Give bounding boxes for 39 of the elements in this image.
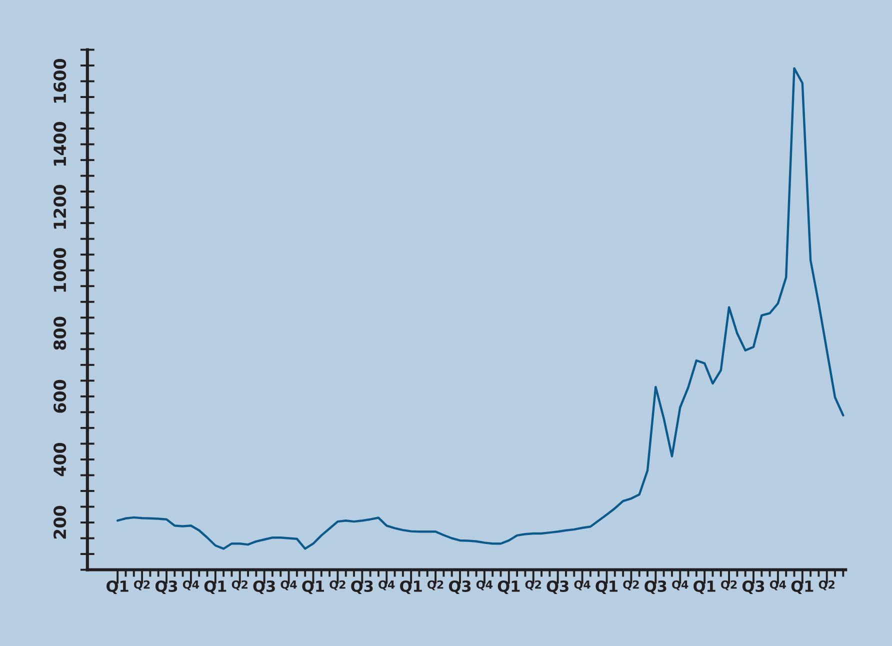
x-tick-label: Q2 — [134, 580, 150, 590]
x-tick-label: Q2 — [428, 580, 444, 590]
x-tick-label: Q1 — [106, 580, 128, 594]
y-tick-label: 1000 — [54, 248, 66, 292]
x-tick-label: Q4 — [770, 580, 786, 590]
y-tick-label: 600 — [54, 380, 66, 413]
x-tick-label: Q4 — [182, 580, 200, 590]
x-tick-label: Q2 — [232, 580, 248, 590]
y-tick-label: 200 — [54, 506, 66, 539]
x-tick-label: Q1 — [498, 580, 520, 594]
x-tick-label: Q3 — [155, 580, 178, 594]
x-tick-label: Q1 — [791, 580, 814, 594]
x-tick-label: Q1 — [694, 580, 716, 594]
x-tick-label: Q2 — [623, 580, 639, 590]
x-tick-label: Q3 — [546, 580, 568, 594]
x-tick-label: Q1 — [302, 580, 324, 594]
x-tick-label: Q2 — [525, 580, 541, 590]
y-tick-label: 800 — [54, 316, 66, 350]
x-tick-label: Q3 — [253, 580, 275, 594]
x-tick-label: Q4 — [280, 580, 297, 590]
x-tick-label: Q4 — [378, 580, 395, 590]
x-tick-label: Q1 — [400, 580, 422, 594]
x-tick-label: Q2 — [818, 580, 834, 590]
x-tick-label: Q4 — [476, 580, 493, 590]
x-tick-label: Q3 — [742, 580, 764, 594]
y-tick-label: 400 — [54, 442, 66, 476]
y-tick-label: 1600 — [54, 58, 66, 103]
x-tick-label: Q1 — [596, 580, 618, 594]
x-tick-label: Q2 — [330, 580, 346, 590]
y-tick-label: 1200 — [54, 184, 66, 229]
x-tick-label: Q3 — [351, 580, 373, 594]
x-tick-label: Q2 — [721, 580, 737, 590]
x-tick-label: Q1 — [204, 580, 226, 594]
x-tick-label: Q3 — [644, 580, 666, 594]
x-tick-label: Q3 — [448, 580, 471, 594]
y-tick-label: 1400 — [54, 122, 66, 166]
x-tick-label: Q4 — [672, 580, 688, 590]
line-series — [116, 67, 844, 550]
x-tick-label: Q4 — [574, 580, 590, 590]
